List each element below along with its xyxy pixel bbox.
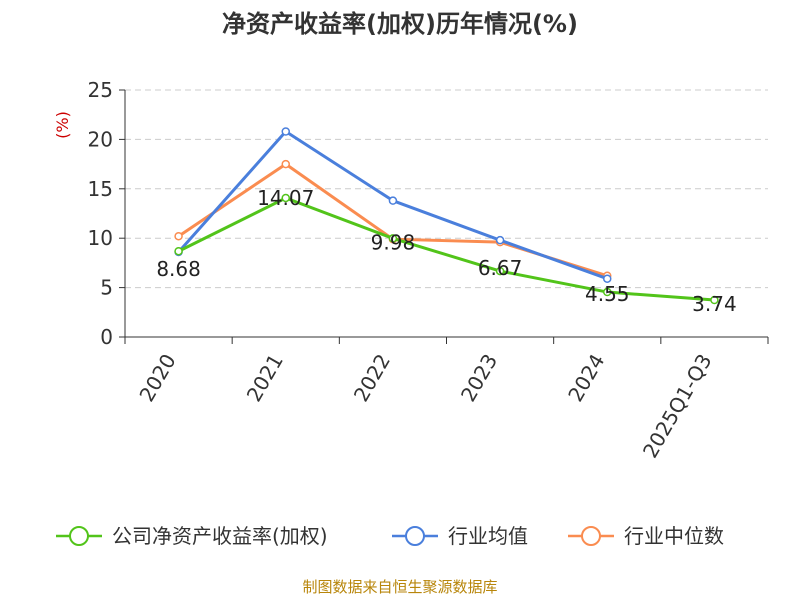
chart-title: 净资产收益率(加权)历年情况(%) [222, 10, 578, 38]
series-lines [174, 127, 719, 305]
legend-item-1[interactable]: 行业均值 [392, 524, 528, 548]
x-tick-label: 2021 [242, 350, 288, 406]
legend-circle-icon [69, 526, 89, 546]
y-tick-label: 0 [100, 325, 113, 349]
data-point-s0-4 [603, 287, 612, 297]
legend-item-2[interactable]: 行业中位数 [568, 524, 724, 548]
legend-circle-icon [581, 526, 601, 546]
data-point-s0-3 [495, 266, 505, 276]
data-label: 14.07 [257, 186, 314, 210]
data-label: 4.55 [585, 282, 630, 306]
x-tick-label: 2023 [456, 350, 502, 406]
x-tick-label: 2025Q1-Q3 [638, 350, 717, 462]
x-tick-label: 2020 [134, 350, 180, 406]
y-tick-label: 15 [88, 177, 113, 201]
data-point-s0-2 [388, 234, 398, 243]
legend-label: 行业中位数 [624, 524, 724, 548]
data-point-s2-1 [281, 159, 290, 169]
data-labels: 8.68 14.07 9.98 6.67 4.55 3.74 [156, 186, 736, 316]
y-tick-label: 10 [88, 226, 113, 250]
data-label: 8.68 [156, 257, 201, 281]
data-label: 6.67 [478, 256, 523, 280]
legend-label: 行业均值 [448, 524, 528, 548]
legend-label: 公司净资产收益率(加权) [112, 524, 328, 548]
data-point-s1-4 [603, 274, 612, 283]
data-point-s0-1 [281, 193, 290, 203]
data-point-s1-3 [495, 235, 505, 245]
y-tick-label: 25 [88, 78, 113, 102]
legend-circle-icon [405, 526, 425, 546]
data-point-s1-2 [388, 196, 398, 205]
y-tick-label: 5 [100, 276, 113, 300]
data-point-s1-1 [281, 127, 290, 136]
legend-item-0[interactable]: 公司净资产收益率(加权) [56, 524, 328, 548]
grid-lines [125, 89, 768, 289]
data-point-s2-0 [174, 231, 183, 241]
x-tick-label: 2024 [563, 350, 609, 406]
y-tick-label: 20 [88, 127, 113, 151]
data-point-s0-0 [174, 246, 183, 256]
series-line-1 [177, 129, 608, 281]
y-axis-unit-label: (%) [53, 111, 72, 139]
series-line-0 [177, 196, 715, 302]
source-note: 制图数据来自恒生聚源数据库 [302, 578, 497, 596]
x-tick-label: 2022 [349, 350, 395, 406]
data-label: 9.98 [371, 230, 416, 254]
data-label: 3.74 [692, 292, 737, 316]
data-point-s0-5 [710, 295, 719, 305]
legend[interactable]: 公司净资产收益率(加权) 行业均值 行业中位数 [56, 524, 724, 548]
